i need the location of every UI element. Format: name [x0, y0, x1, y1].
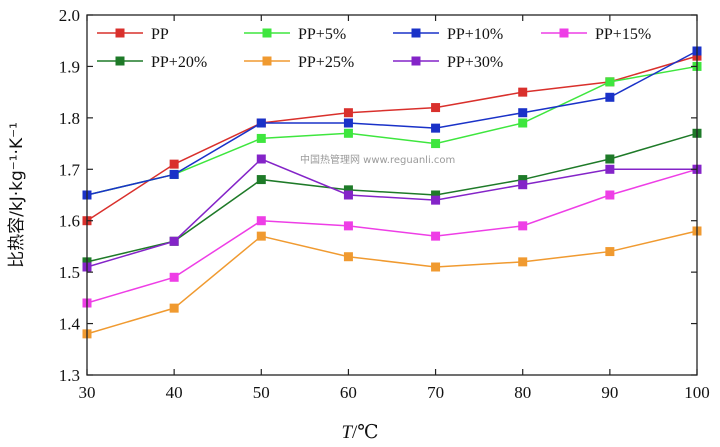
y-tick-label: 2.0 — [59, 6, 80, 25]
data-point — [605, 247, 615, 257]
data-point — [343, 118, 353, 128]
legend-item: PP+25% — [244, 54, 354, 71]
legend-label: PP+15% — [595, 26, 651, 43]
data-point — [431, 262, 441, 272]
x-tick-label: 40 — [166, 383, 183, 402]
y-tick-label: 1.6 — [59, 212, 80, 231]
legend-marker — [411, 56, 421, 66]
data-point — [169, 236, 179, 246]
legend-item: PP — [97, 26, 169, 43]
legend-marker — [559, 28, 569, 38]
y-axis-title: 比热容/kJ·kg⁻¹·K⁻¹ — [7, 122, 27, 268]
data-point — [343, 190, 353, 200]
data-point — [256, 133, 266, 143]
legend-item: PP+5% — [244, 26, 346, 43]
data-point — [518, 87, 528, 97]
data-point — [169, 159, 179, 169]
series-line — [86, 132, 698, 263]
series-line — [86, 55, 698, 222]
data-point — [605, 154, 615, 164]
legend-marker — [115, 28, 125, 38]
data-point — [518, 180, 528, 190]
legend-label: PP — [151, 26, 169, 43]
axes: 30 40 50 60 70 80 90 100 1.3 1.4 1.5 1.6 1.7 1.8 1.9 2.… — [59, 6, 710, 402]
legend-item: PP+20% — [97, 54, 207, 71]
y-tick-label: 1.9 — [59, 57, 80, 76]
x-tick-label: 30 — [79, 383, 96, 402]
data-point — [256, 216, 266, 226]
legend-item: PP+15% — [541, 26, 651, 43]
legend-label: PP+20% — [151, 54, 207, 71]
data-point — [605, 164, 615, 174]
data-point — [518, 118, 528, 128]
data-point — [431, 139, 441, 149]
series-line — [86, 65, 698, 196]
data-point — [256, 175, 266, 185]
data-point — [518, 175, 528, 185]
legend-label: PP+5% — [298, 26, 346, 43]
data-point — [431, 231, 441, 241]
data-point — [343, 108, 353, 118]
x-tick-label: 80 — [514, 383, 531, 402]
series-line — [86, 50, 698, 196]
data-point — [256, 118, 266, 128]
y-tick-label: 1.3 — [59, 366, 80, 385]
watermark: 中国热管理网 www.reguanli.com — [300, 153, 455, 166]
x-axis-variable: T — [341, 422, 353, 443]
data-point — [518, 221, 528, 231]
x-axis-unit: /℃ — [352, 422, 379, 443]
legend-label: PP+10% — [447, 26, 503, 43]
legend-marker — [262, 56, 272, 66]
data-point — [343, 128, 353, 138]
legend-label: PP+30% — [447, 54, 503, 71]
data-point — [605, 190, 615, 200]
y-tick-label: 1.5 — [59, 263, 80, 282]
data-point — [431, 190, 441, 200]
legend: PP PP+5% PP+10% PP+15% PP+20% PP+25% PP+30% — [97, 26, 651, 71]
legend-marker — [115, 56, 125, 66]
y-tick-label: 1.7 — [59, 160, 81, 179]
x-tick-label: 70 — [427, 383, 444, 402]
legend-marker — [262, 28, 272, 38]
data-point — [605, 77, 615, 87]
data-point — [518, 108, 528, 118]
data-point — [431, 123, 441, 133]
data-point — [605, 92, 615, 102]
x-tick-label: 100 — [684, 383, 710, 402]
series-layer — [82, 46, 702, 339]
data-point — [431, 195, 441, 205]
series-line — [86, 158, 697, 268]
x-tick-label: 90 — [601, 383, 618, 402]
x-axis-title: T/℃ — [341, 422, 378, 443]
data-point — [256, 231, 266, 241]
y-tick-label: 1.8 — [59, 109, 80, 128]
legend-label: PP+25% — [298, 54, 354, 71]
data-point — [343, 252, 353, 262]
y-tick-label: 1.4 — [59, 315, 81, 334]
legend-marker — [411, 28, 421, 38]
data-point — [169, 272, 179, 282]
data-point — [343, 185, 353, 195]
data-point — [431, 103, 441, 113]
plot-frame — [86, 14, 698, 376]
data-point — [256, 154, 266, 164]
series-line — [86, 168, 698, 304]
data-point — [518, 257, 528, 267]
legend-item: PP+30% — [393, 54, 503, 71]
data-point — [343, 221, 353, 231]
legend-item: PP+10% — [393, 26, 503, 43]
x-tick-label: 50 — [253, 383, 270, 402]
data-point — [169, 303, 179, 313]
x-tick-label: 60 — [340, 383, 357, 402]
series-line — [86, 230, 698, 335]
data-point — [169, 169, 179, 179]
